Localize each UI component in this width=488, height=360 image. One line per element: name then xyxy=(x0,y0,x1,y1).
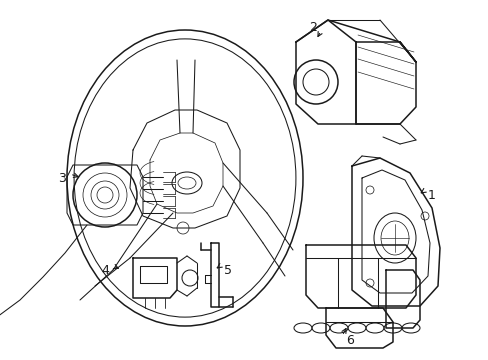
Text: 1: 1 xyxy=(427,189,435,202)
Text: 3: 3 xyxy=(58,171,66,185)
Text: 2: 2 xyxy=(308,21,316,33)
Text: 5: 5 xyxy=(224,264,231,276)
Text: 6: 6 xyxy=(346,333,353,346)
Text: 4: 4 xyxy=(101,264,109,276)
